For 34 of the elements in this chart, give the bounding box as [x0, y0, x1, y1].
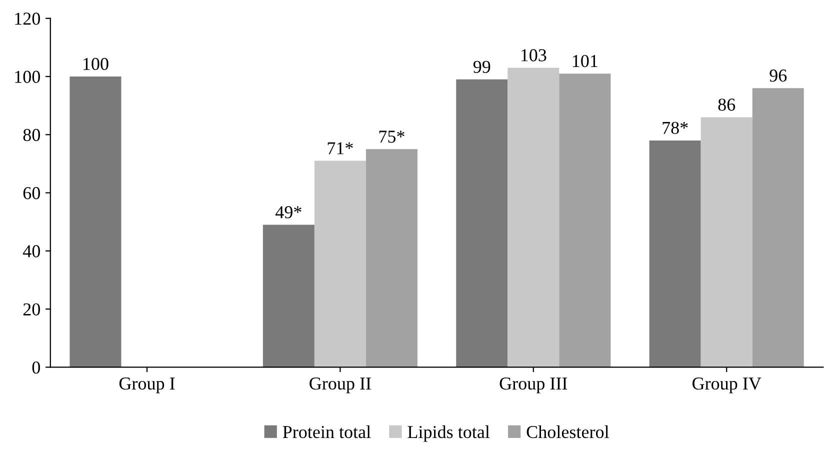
data-label: 78* — [662, 122, 688, 134]
bar — [559, 74, 611, 368]
data-label: 101 — [572, 54, 598, 68]
data-label: 103 — [521, 49, 546, 62]
y-tick-label: 0 — [32, 361, 40, 374]
data-label: 100 — [84, 58, 108, 70]
bar — [700, 117, 752, 368]
y-tick-label: 60 — [23, 187, 40, 200]
bar — [456, 79, 508, 368]
bar — [752, 88, 804, 368]
y-tick-label: 100 — [15, 70, 40, 83]
x-tick-label: Group II — [310, 377, 371, 394]
bar — [314, 160, 366, 368]
x-tick-label: Group I — [119, 377, 175, 394]
y-tick-label: 40 — [22, 245, 40, 258]
data-label: 96 — [770, 70, 787, 82]
y-tick-label: 120 — [15, 12, 40, 25]
x-tick-label: Group IV — [692, 377, 762, 394]
y-tick-label: 20 — [23, 303, 40, 316]
bar — [366, 149, 418, 368]
bar — [70, 76, 122, 368]
data-label: 86 — [718, 98, 736, 111]
data-label: 75* — [379, 130, 404, 143]
bar — [262, 224, 314, 368]
y-tick-label: 80 — [23, 128, 40, 142]
legend-label: Protein total — [282, 425, 371, 438]
data-label: 49* — [275, 206, 302, 218]
x-tick-label: Group III — [500, 377, 568, 394]
legend-label: Lipids total — [408, 425, 490, 442]
bar — [508, 68, 560, 368]
legend-label: Cholesterol — [526, 425, 609, 438]
bar — [649, 140, 701, 368]
data-label: 71* — [328, 142, 353, 154]
data-label: 99 — [473, 60, 490, 73]
